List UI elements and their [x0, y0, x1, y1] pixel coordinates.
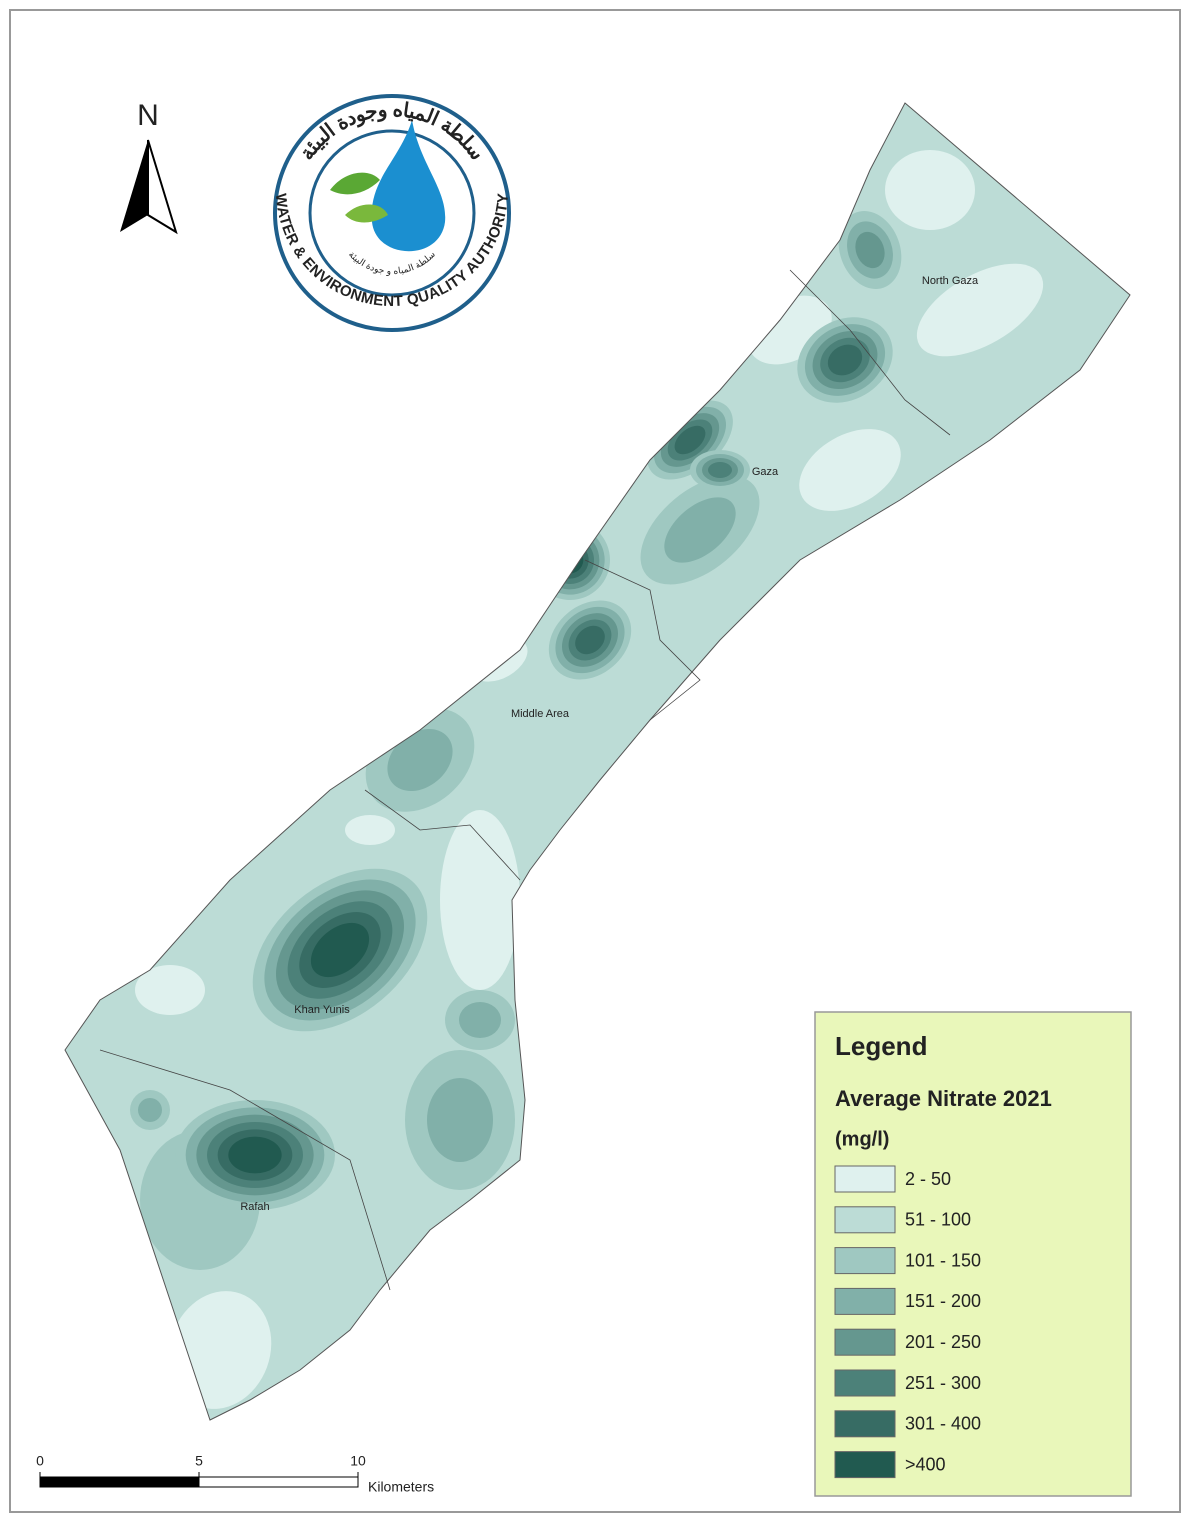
nitrate-zone [310, 922, 370, 978]
legend-label: 301 - 400 [905, 1414, 981, 1434]
nitrate-zone [440, 810, 520, 990]
nitrate-zone [345, 815, 395, 845]
region-label: Gaza [752, 466, 779, 478]
scale-tick-label: 5 [195, 1453, 203, 1469]
legend-label: 101 - 150 [905, 1250, 981, 1270]
legend: Legend Average Nitrate 2021 (mg/l) 2 - 5… [814, 1011, 1132, 1497]
legend-unit: (mg/l) [835, 1128, 889, 1150]
scale-tick-label: 0 [36, 1453, 44, 1469]
nitrate-zone [387, 728, 453, 792]
nitrate-zone [674, 425, 706, 455]
scale-segment [198, 1476, 359, 1488]
legend-swatch [834, 1206, 896, 1234]
legend-label: 51 - 100 [905, 1210, 971, 1230]
legend-swatch [834, 1410, 896, 1438]
legend-swatch [834, 1369, 896, 1397]
region-label: Middle Area [511, 708, 570, 720]
nitrate-zone [855, 231, 885, 269]
nitrate-zone [827, 344, 863, 376]
nitrate-zone [228, 1136, 282, 1174]
nitrate-zone [138, 1098, 162, 1122]
legend-swatch [834, 1328, 896, 1356]
nitrate-zone [459, 1002, 501, 1038]
nitrate-zone [885, 150, 975, 230]
legend-swatch [834, 1165, 896, 1193]
legend-swatch [834, 1247, 896, 1275]
scale-segment [39, 1476, 200, 1488]
nitrate-zone [664, 497, 736, 563]
region-label: Khan Yunis [294, 1004, 350, 1016]
north-arrow-left [120, 140, 148, 232]
nitrate-zone [575, 625, 605, 655]
legend-label: 251 - 300 [905, 1373, 981, 1393]
scale-bar: Kilometers 0 5 10 [36, 1453, 434, 1495]
north-label: N [137, 99, 159, 132]
strip-outline [64, 102, 1131, 1421]
governorate-borders [99, 269, 951, 1291]
legend-label: 2 - 50 [905, 1169, 951, 1189]
region-label: Rafah [240, 1201, 269, 1213]
legend-title: Legend [835, 1031, 927, 1061]
region-label: North Gaza [922, 275, 979, 287]
legend-swatch [834, 1287, 896, 1315]
nitrate-zone [916, 263, 1044, 357]
legend-swatch [834, 1451, 896, 1479]
legend-label: >400 [905, 1454, 946, 1474]
legend-label: 201 - 250 [905, 1332, 981, 1352]
scale-tick-label: 10 [350, 1453, 366, 1469]
north-arrow-right [147, 139, 178, 235]
nitrate-zone [135, 965, 205, 1015]
logo: سلطة المياه وجودة البيئة WATER & ENVIRON… [272, 94, 512, 332]
nitrate-zone [427, 1078, 493, 1162]
nitrate-zone [708, 462, 732, 478]
nitrate-zone [799, 429, 901, 511]
legend-subtitle: Average Nitrate 2021 [835, 1086, 1052, 1111]
legend-label: 151 - 200 [905, 1291, 981, 1311]
scale-unit: Kilometers [368, 1479, 434, 1495]
